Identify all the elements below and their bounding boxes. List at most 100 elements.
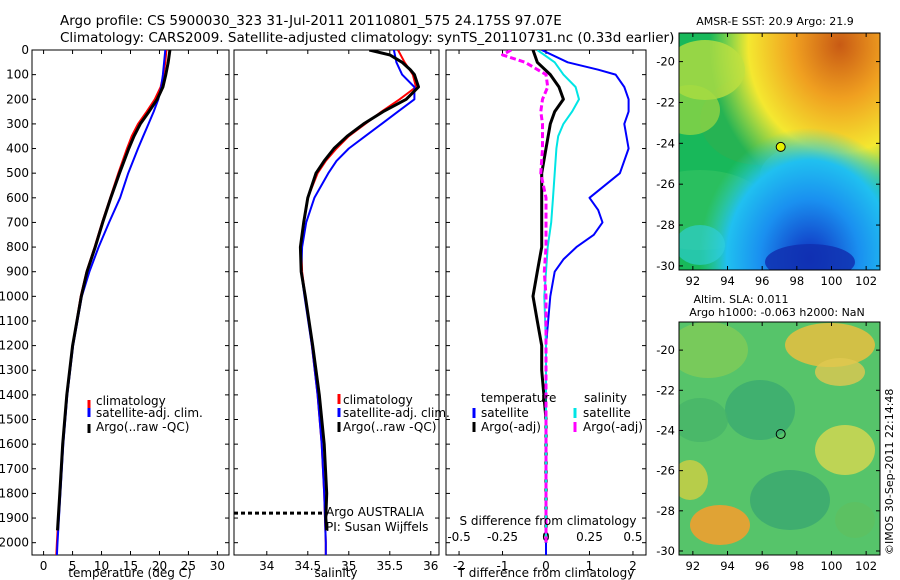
depth-tick-label: 900 — [6, 265, 29, 279]
depth-tick-label: 2000 — [0, 536, 29, 550]
lat-tick-label: -28 — [656, 218, 675, 232]
depth-tick-label: 1900 — [0, 511, 29, 525]
temperature-panel: 0100200300400500600700800900100011001200… — [0, 43, 230, 580]
x-tick-label: 34 — [259, 559, 274, 573]
lon-tick-label: 92 — [686, 274, 701, 288]
temperature-series — [55, 50, 172, 555]
depth-tick-label: 1100 — [0, 314, 29, 328]
x-tick-label: 30 — [210, 559, 225, 573]
temperature-axis-ticks: 0 5 10 15 20 25 30 — [40, 50, 225, 573]
x-tick-label: 1 — [586, 559, 594, 573]
sla-map-frame — [678, 321, 881, 556]
lon-tick-label: 96 — [755, 559, 770, 573]
lon-tick-label: 100 — [821, 274, 843, 288]
depth-axis-ticks: 0 100 200 300 400 500 600 700 800 900 1000 1100 1200… — [0, 43, 229, 550]
lat-tick-label: -28 — [656, 504, 675, 518]
depth-tick-label: 600 — [6, 191, 29, 205]
legend-label-climatology: climatology — [343, 393, 413, 407]
legend-label-argo: Argo(..raw -QC) — [343, 420, 436, 434]
x-tick-label: 35 — [341, 559, 356, 573]
depth-tick-label: 1300 — [0, 363, 29, 377]
lon-tick-label: 100 — [821, 559, 843, 573]
legend-label-argo: Argo(..raw -QC) — [96, 420, 189, 434]
sst-map-frame — [678, 32, 881, 271]
x-tick-label: 5 — [69, 559, 77, 573]
x-tick-label: 25 — [181, 559, 196, 573]
x-tick-label: 15 — [123, 559, 138, 573]
lon-tick-label: 102 — [855, 559, 877, 573]
x-tick-label: 2 — [629, 559, 637, 573]
depth-tick-label: 1500 — [0, 413, 29, 427]
sla-map-title-line2: Argo h1000: -0.063 h2000: NaN — [689, 306, 865, 319]
x-tick-label: 20 — [152, 559, 167, 573]
lon-tick-label: 102 — [855, 274, 877, 288]
salinity-xlabel: salinity — [314, 566, 357, 580]
lat-tick-label: -20 — [656, 55, 675, 69]
s-difference-tick-label: -0.5 — [447, 530, 470, 544]
depth-tick-label: 1400 — [0, 388, 29, 402]
lon-tick-label: 96 — [755, 274, 770, 288]
salinity-panel: 34 34.5 35 35.5 36 salinity climatology sate… — [233, 49, 450, 580]
series-line-argo-raw-qc- — [56, 50, 172, 531]
series-line-climatology — [300, 50, 417, 555]
lon-tick-label: 98 — [790, 559, 805, 573]
x-tick-label: -1 — [497, 559, 509, 573]
x-tick-label: 35.5 — [376, 559, 403, 573]
legend-label-satellite-adj: satellite-adj. clim. — [96, 406, 203, 420]
argo-location-marker — [775, 429, 786, 439]
lat-tick-label: -30 — [656, 544, 675, 558]
temperature-xlabel: temperature (deg C) — [68, 566, 191, 580]
depth-tick-label: 1600 — [0, 437, 29, 451]
depth-tick-label: 1800 — [0, 486, 29, 500]
depth-tick-label: 400 — [6, 142, 29, 156]
s-difference-tick-label: 0.5 — [623, 530, 642, 544]
difference-depth-ticks — [446, 49, 646, 544]
argo-pi-annotation: PI: Susan Wijffels — [326, 520, 428, 534]
series-line-satellite — [541, 50, 630, 555]
salinity-legend: climatology satellite-adj. clim. Argo(..… — [337, 393, 450, 434]
sla-map: Altim. SLA: 0.011 Argo h1000: -0.063 h20… — [656, 293, 881, 573]
lat-tick-label: -26 — [656, 464, 675, 478]
depth-tick-label: 1000 — [0, 289, 29, 303]
salinity-axes-frame — [233, 49, 440, 556]
depth-tick-label: 1200 — [0, 339, 29, 353]
legend-title-salinity: salinity — [584, 391, 627, 405]
salinity-series — [234, 50, 420, 555]
series-line-satellite-adj-clim- — [300, 50, 416, 555]
argo-location-marker — [775, 141, 786, 152]
temperature-legend: climatology satellite-adj. clim. Argo(..… — [87, 394, 203, 434]
lat-tick-label: -24 — [656, 136, 675, 150]
depth-tick-label: 200 — [6, 92, 29, 106]
depth-tick-label: 300 — [6, 117, 29, 131]
lat-tick-label: -26 — [656, 177, 675, 191]
figure-title-line1: Argo profile: CS 5900030_323 31-Jul-2011… — [60, 13, 562, 29]
lat-tick-label: -24 — [656, 423, 675, 437]
legend-label-satellite-adj: satellite-adj. clim. — [343, 406, 450, 420]
depth-tick-label: 800 — [6, 240, 29, 254]
series-line-satellite-adj-clim- — [55, 50, 167, 555]
x-tick-label: 36 — [423, 559, 438, 573]
legend-label-s-satellite: satellite — [583, 406, 631, 420]
series-line-climatology — [55, 50, 168, 555]
series-line-argo-raw-qc- — [298, 50, 420, 531]
s-difference-tick-label: 0.25 — [576, 530, 603, 544]
sst-map: AMSR-E SST: 20.9 Argo: 21.9 92 94 96 98 100 1… — [656, 15, 881, 288]
salinity-axis-ticks: 34 34.5 35 35.5 36 — [259, 50, 438, 573]
depth-tick-label: 0 — [21, 43, 29, 57]
lat-tick-label: -22 — [656, 383, 675, 397]
lon-tick-label: 98 — [790, 274, 805, 288]
lat-tick-label: -20 — [656, 343, 675, 357]
s-difference-label: S difference from climatology — [460, 514, 637, 528]
difference-panel: -2 -1 0 1 2-0.5 -0.25 0 0.25 0.5 T difference fr… — [445, 49, 647, 580]
sla-field — [679, 322, 880, 555]
argo-program-annotation: Argo AUSTRALIA — [326, 505, 425, 519]
x-tick-label: 0 — [40, 559, 48, 573]
salinity-depth-ticks — [234, 49, 439, 544]
lat-tick-label: -30 — [656, 259, 675, 273]
x-tick-label: 0 — [542, 559, 550, 573]
sst-map-title: AMSR-E SST: 20.9 Argo: 21.9 — [696, 15, 854, 28]
t-difference-xlabel: T difference from climatology — [457, 566, 635, 580]
sst-field — [679, 33, 880, 270]
lat-tick-label: -22 — [656, 95, 675, 109]
